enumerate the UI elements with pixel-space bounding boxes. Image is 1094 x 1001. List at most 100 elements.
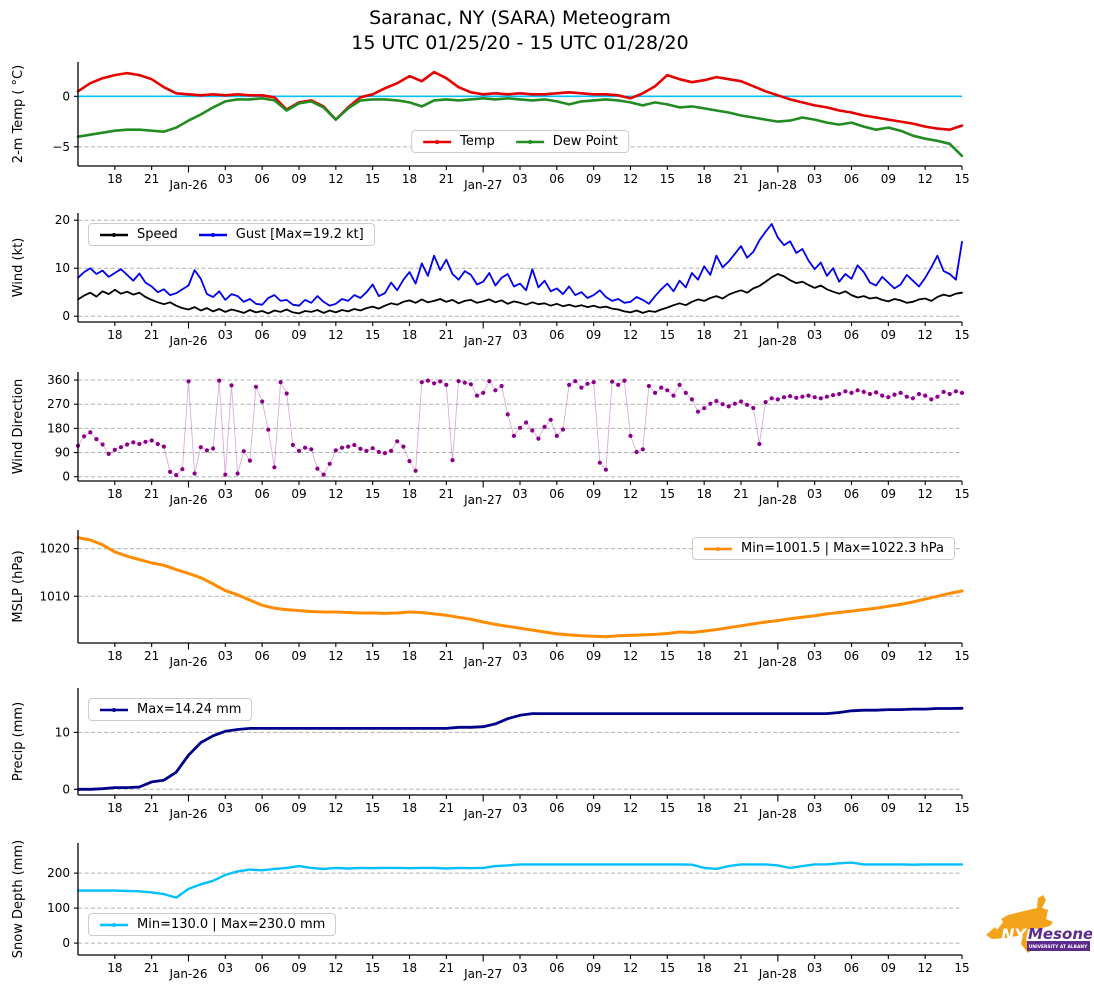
x-tick-label: 21 [144, 328, 159, 342]
x-tick-label: Jan-27 [463, 807, 502, 821]
legend-mslp: Min=1001.5 | Max=1022.3 hPa [692, 537, 955, 560]
x-tick-label: 18 [697, 961, 712, 975]
x-tick-label: 06 [549, 801, 564, 815]
x-tick-label: 09 [291, 801, 306, 815]
x-tick-label: 06 [549, 649, 564, 663]
x-tick-label: 03 [512, 649, 527, 663]
y-axis-label-mslp: MSLP (hPa) [11, 550, 26, 622]
x-tick-label: 03 [807, 649, 822, 663]
x-tick-label: 09 [881, 961, 896, 975]
x-tick-label: 09 [291, 961, 306, 975]
x-tick-label: 09 [881, 487, 896, 501]
x-tick-label: 03 [218, 801, 233, 815]
x-tick-label: 18 [402, 649, 417, 663]
x-tick-label: 09 [881, 801, 896, 815]
legend-entry: Max=14.24 mm [99, 702, 241, 717]
legend-line-sample [704, 546, 733, 551]
series-dew-point [76, 97, 964, 158]
x-tick-label: 09 [586, 649, 601, 663]
x-tick-label: 15 [365, 961, 380, 975]
x-tick-label: 21 [144, 801, 159, 815]
x-tick-label: 15 [954, 172, 969, 186]
legend-entry: Min=130.0 | Max=230.0 mm [99, 917, 325, 932]
x-tick-label: 06 [255, 487, 270, 501]
y-axis-label-snow_depth: Snow Depth (mm) [11, 840, 26, 958]
y-tick-label: 0 [62, 89, 70, 103]
y-tick-label: 0 [62, 782, 70, 796]
legend-label: Min=1001.5 | Max=1022.3 hPa [741, 541, 944, 556]
panel-precip: 18 21 Jan-26 03 06 09 12 15 18 21 Jan-27 03 06 09 12 15… [11, 688, 970, 821]
x-tick-label: 21 [439, 172, 454, 186]
x-tick-label: 18 [402, 801, 417, 815]
x-tick-label: 03 [807, 328, 822, 342]
x-tick-label: 12 [623, 649, 638, 663]
x-tick-label: 03 [218, 649, 233, 663]
x-tick-label: 21 [733, 172, 748, 186]
legend-snow_depth: Min=130.0 | Max=230.0 mm [88, 913, 337, 936]
x-tick-label: 12 [623, 801, 638, 815]
x-tick-label: 18 [402, 328, 417, 342]
legend-line-sample [100, 232, 128, 237]
x-tick-label: Jan-26 [168, 807, 207, 821]
x-tick-label: 18 [402, 172, 417, 186]
x-tick-label: 12 [918, 328, 933, 342]
x-tick-label: 12 [918, 801, 933, 815]
x-tick-label: 03 [807, 172, 822, 186]
x-tick-label: 21 [733, 487, 748, 501]
x-tick-label: 18 [107, 801, 122, 815]
x-tick-label: 09 [291, 328, 306, 342]
legend-precip: Max=14.24 mm [88, 698, 253, 721]
x-axis-ticks: 18 21 Jan-26 03 06 09 12 15 18 21 Jan-27 03 06 09 12 15… [107, 322, 970, 348]
title-block: Saranac, NY (SARA) Meteogram 15 UTC 01/2… [78, 6, 962, 56]
x-tick-label: 06 [844, 961, 859, 975]
x-tick-label: Jan-26 [168, 655, 207, 669]
x-tick-label: 15 [954, 649, 969, 663]
x-tick-label: 12 [328, 487, 343, 501]
legend-line-sample [423, 139, 452, 144]
y-axis-label-wind_direction: Wind Direction [11, 379, 26, 475]
x-tick-label: 12 [918, 649, 933, 663]
x-tick-label: 09 [881, 328, 896, 342]
y-tick-label: 10 [55, 261, 70, 275]
chart-subtitle: 15 UTC 01/25/20 - 15 UTC 01/28/20 [351, 32, 689, 54]
y-tick-label: 360 [47, 373, 70, 387]
series-snow-depth [76, 861, 964, 899]
legend-line-sample [100, 922, 128, 927]
x-tick-label: 06 [549, 487, 564, 501]
x-tick-label: 06 [549, 172, 564, 186]
legend-temp: Temp Dew Point [411, 130, 629, 153]
x-tick-label: 15 [660, 801, 675, 815]
x-tick-label: 03 [512, 328, 527, 342]
series-speed [77, 273, 963, 315]
x-tick-label: 21 [439, 328, 454, 342]
x-tick-label: 15 [954, 487, 969, 501]
legend-line-sample [515, 139, 544, 144]
x-axis-ticks: 18 21 Jan-26 03 06 09 12 15 18 21 Jan-27 03 06 09 12 15… [107, 166, 970, 192]
x-tick-label: 18 [107, 487, 122, 501]
nys-mesonet-logo: NYS Mesonet UNIVERSITY AT ALBANY [980, 888, 1094, 976]
y-tick-label: 90 [55, 446, 70, 460]
x-tick-label: 21 [439, 487, 454, 501]
x-tick-label: 09 [881, 649, 896, 663]
x-tick-label: 09 [291, 487, 306, 501]
chart-title: Saranac, NY (SARA) Meteogram [369, 7, 671, 29]
x-tick-label: 21 [439, 961, 454, 975]
axes-spines [77, 843, 962, 956]
x-tick-label: 03 [512, 172, 527, 186]
series-precip [76, 706, 964, 791]
x-tick-label: 21 [439, 649, 454, 663]
x-tick-label: 03 [512, 961, 527, 975]
y-axis-ticks: 0 90 180 270 360 [47, 373, 78, 484]
y-tick-label: 0 [62, 309, 70, 323]
x-tick-label: 09 [586, 961, 601, 975]
x-tick-label: 06 [255, 649, 270, 663]
x-tick-label: 18 [402, 961, 417, 975]
y-tick-label: 270 [47, 397, 70, 411]
x-tick-label: 09 [586, 487, 601, 501]
x-tick-label: 06 [255, 801, 270, 815]
x-axis-ticks: 18 21 Jan-26 03 06 09 12 15 18 21 Jan-27 03 06 09 12 15… [107, 795, 970, 821]
x-tick-label: Jan-28 [758, 493, 797, 507]
x-tick-label: 15 [365, 649, 380, 663]
x-tick-label: 15 [365, 801, 380, 815]
